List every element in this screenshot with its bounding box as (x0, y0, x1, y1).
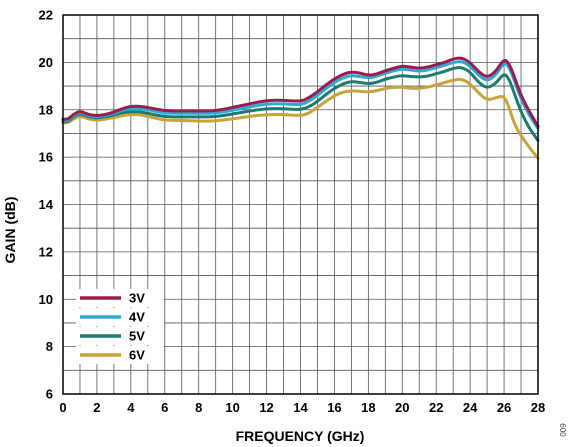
x-tick-label: 26 (497, 400, 511, 415)
x-tick-labels: 0 2 4 6 8 10 12 14 16 18 20 22 24 26 28 (59, 400, 545, 415)
series-lines (61, 56, 540, 160)
grid-lines (62, 14, 539, 395)
y-tick-label: 12 (39, 244, 53, 259)
x-tick-label: 28 (531, 400, 545, 415)
legend-label-3v: 3V (129, 291, 145, 306)
y-tick-label: 18 (39, 102, 53, 117)
y-tick-label: 22 (39, 8, 53, 23)
legend-label-5v: 5V (129, 329, 145, 344)
series-line-3v (61, 56, 540, 128)
y-tick-label: 10 (39, 292, 53, 307)
x-tick-label: 4 (127, 400, 135, 415)
y-tick-label: 16 (39, 150, 53, 165)
x-tick-label: 0 (59, 400, 66, 415)
x-tick-label: 8 (195, 400, 202, 415)
x-tick-label: 18 (361, 400, 375, 415)
x-tick-label: 14 (293, 400, 308, 415)
y-axis-title: GAIN (dB) (2, 197, 18, 264)
y-tick-label: 8 (46, 339, 53, 354)
legend: 3V 4V 5V 6V (76, 289, 164, 364)
y-tick-label: 6 (46, 387, 53, 402)
legend-label-6v: 6V (129, 348, 145, 363)
y-tick-label: 14 (39, 197, 54, 212)
x-tick-label: 12 (259, 400, 273, 415)
plot-frame (62, 14, 539, 395)
legend-label-4v: 4V (129, 310, 145, 325)
y-tick-label: 20 (39, 55, 53, 70)
x-tick-label: 20 (395, 400, 409, 415)
series-line-6v (61, 77, 540, 160)
series-line-5v (61, 66, 540, 142)
x-tick-label: 2 (93, 400, 100, 415)
x-axis-title: FREQUENCY (GHz) (236, 428, 365, 444)
x-tick-label: 16 (327, 400, 341, 415)
x-tick-label: 10 (225, 400, 239, 415)
x-tick-label: 6 (161, 400, 168, 415)
y-tick-labels: 6 8 10 12 14 16 18 20 22 (39, 8, 54, 402)
x-tick-label: 22 (429, 400, 443, 415)
x-tick-label: 24 (463, 400, 478, 415)
figure-code: 009 (559, 423, 568, 437)
